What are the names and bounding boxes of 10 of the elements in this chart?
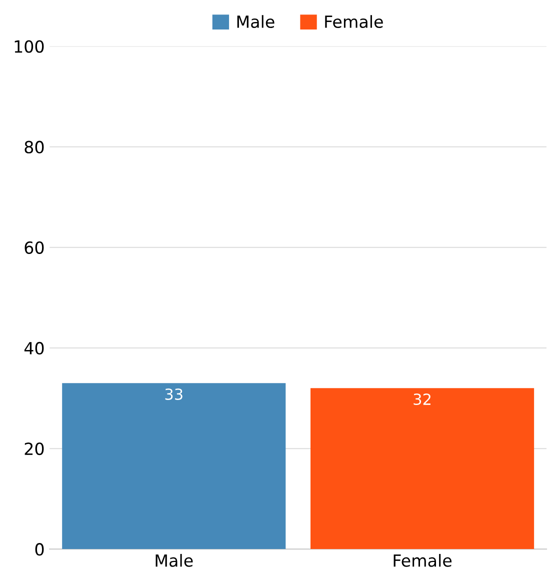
y-tick-label: 40 <box>24 342 44 355</box>
data-label: 33 <box>165 388 182 400</box>
y-tick-label: 60 <box>24 241 44 254</box>
y-tick-label: 100 <box>14 40 44 53</box>
legend-label: Female <box>325 15 383 28</box>
y-tick-label: 80 <box>24 140 44 154</box>
y-tick-label: 20 <box>24 442 44 456</box>
legend-label: Male <box>237 15 274 28</box>
y-tick-label: 0 <box>35 543 44 556</box>
data-label: 32 <box>414 393 430 406</box>
